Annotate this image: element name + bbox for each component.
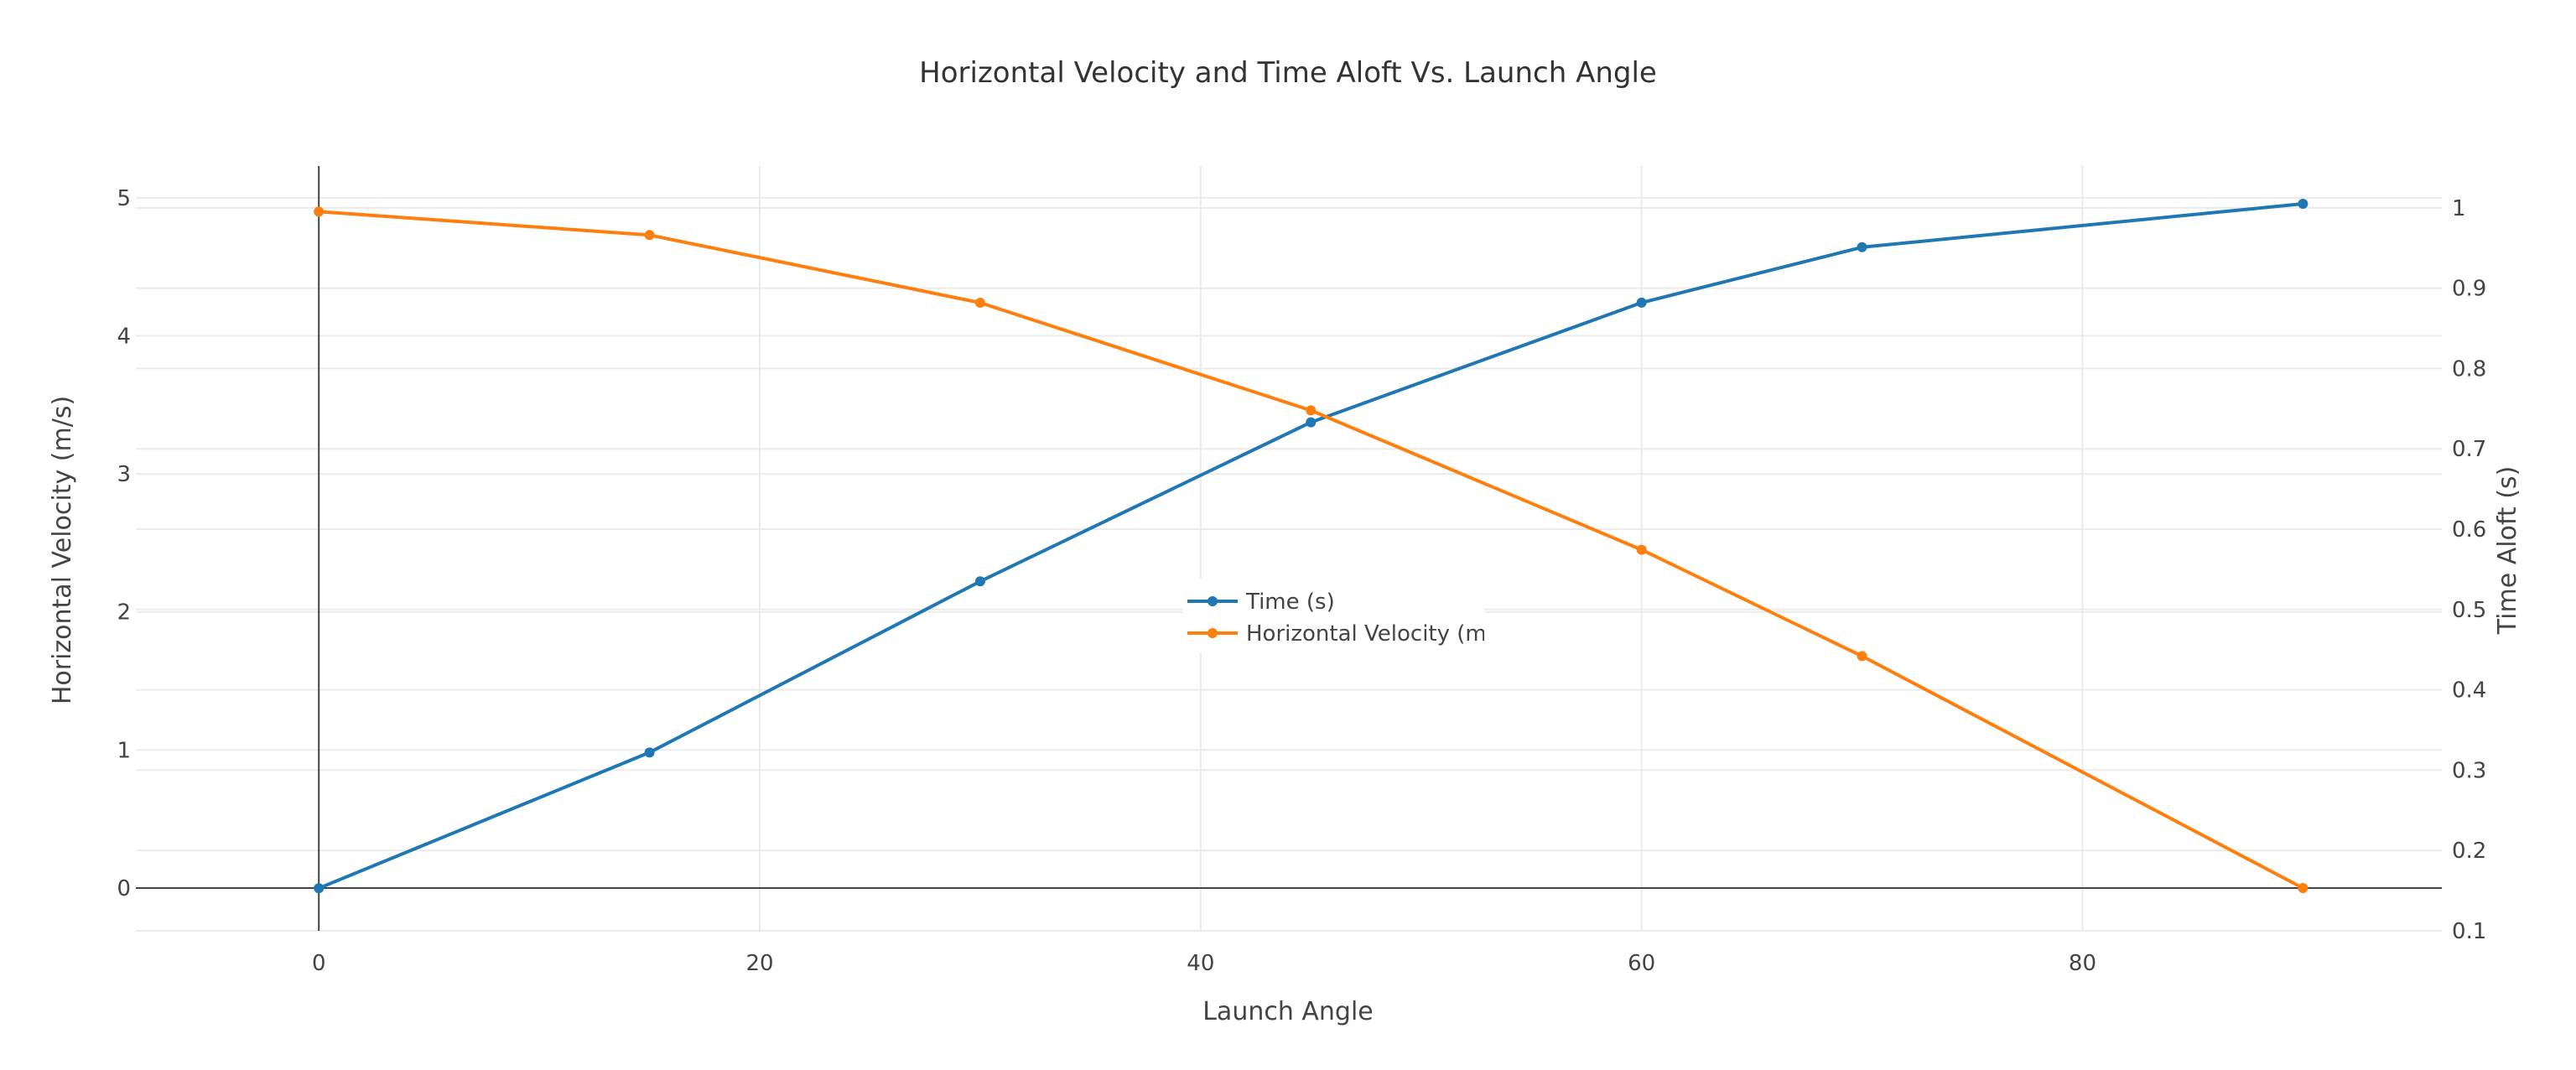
- series-time-point: [974, 576, 985, 587]
- y-tick-label: 4: [117, 324, 131, 349]
- legend-item-time: Time (s): [1245, 590, 1335, 615]
- x-tick-label: 0: [312, 951, 326, 976]
- series-velocity-line: [319, 210, 2304, 890]
- x-tick-label: 80: [2069, 951, 2096, 976]
- chart-title: Horizontal Velocity and Time Aloft Vs. L…: [919, 56, 1657, 90]
- series-velocity-point: [644, 230, 655, 241]
- series-velocity-point: [974, 297, 985, 308]
- tick-labels: 0 20 40 60 80 0 1 2 3 4 5 0.1 0.2 0.3 0.4 0.5 0.6 0.7 0.8 0…: [117, 186, 2486, 976]
- series-velocity-point: [1857, 651, 1867, 662]
- y-axis-title: Horizontal Velocity (m/s): [48, 396, 77, 704]
- series-time-point: [644, 747, 655, 758]
- y2-tick-label: 0.3: [2452, 758, 2486, 783]
- y2-axis-title: Time Aloft (s): [2493, 466, 2522, 636]
- y2-tick-label: 1: [2452, 196, 2466, 221]
- y2-tick-label: 0.2: [2452, 839, 2486, 864]
- grid-lines: [136, 166, 2442, 932]
- legend-background: [1182, 579, 1484, 652]
- legend-velocity-marker: [1208, 628, 1218, 638]
- x-axis-title: Launch Angle: [1202, 997, 1374, 1026]
- x-tick-label: 60: [1628, 951, 1655, 976]
- series-velocity-point: [1306, 405, 1317, 416]
- y-tick-label: 0: [117, 876, 131, 901]
- data-series: [314, 199, 2309, 894]
- y2-tick-label: 0.1: [2452, 919, 2486, 944]
- y2-tick-label: 0.7: [2452, 437, 2486, 462]
- y2-tick-label: 0.5: [2452, 598, 2486, 623]
- y-tick-label: 5: [117, 186, 131, 211]
- y2-tick-label: 0.9: [2452, 277, 2486, 302]
- y-tick-label: 3: [117, 462, 131, 487]
- axes: [136, 166, 2442, 931]
- y2-tick-label: 0.4: [2452, 678, 2486, 704]
- x-tick-label: 20: [745, 951, 773, 976]
- y2-tick-label: 0.8: [2452, 356, 2486, 382]
- legend-clip: Time (s) Horizontal Velocity (m/s: [1187, 590, 1505, 647]
- y2-tick-label: 0.6: [2452, 517, 2486, 543]
- series-velocity-point: [314, 206, 325, 217]
- series-time-point: [1306, 417, 1317, 428]
- series-time-line: [318, 202, 2303, 891]
- legend-item-velocity: Horizontal Velocity (m/s: [1246, 621, 1505, 647]
- series-time-point: [1857, 242, 1867, 252]
- series-time-point: [2298, 199, 2309, 210]
- legend-time-marker: [1208, 596, 1218, 606]
- series-time-point: [314, 883, 325, 894]
- series-velocity-point: [2298, 882, 2309, 893]
- legend[interactable]: Time (s) Horizontal Velocity (m/s: [1182, 579, 1505, 652]
- series-velocity-point: [1636, 544, 1647, 555]
- x-tick-label: 40: [1187, 951, 1214, 976]
- series-time-point: [1636, 297, 1647, 308]
- y-tick-label: 1: [117, 738, 131, 763]
- y-tick-label: 2: [117, 600, 131, 626]
